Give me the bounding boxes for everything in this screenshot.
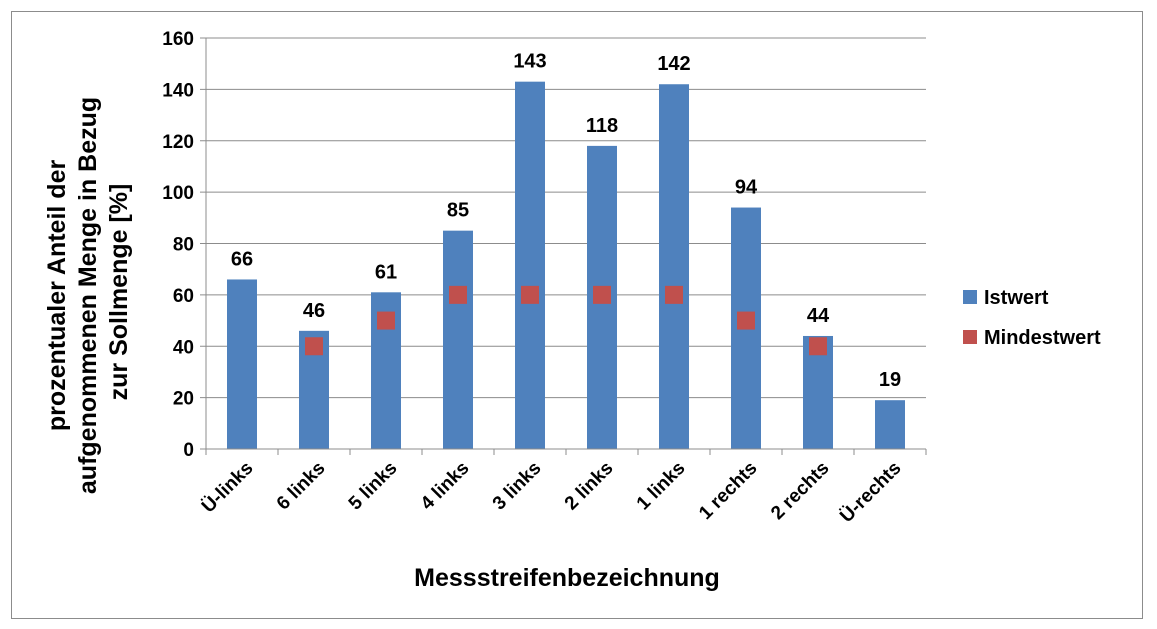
markers-mindestwert [305, 285, 827, 356]
x-tick-label: 1 links [633, 458, 690, 515]
x-tick-label: 5 links [345, 458, 402, 515]
y-axis-title-line-3: zur Sollmenge [%] [105, 184, 133, 401]
bar-istwert [227, 279, 257, 449]
marker-mindestwert [665, 285, 683, 304]
data-label: 118 [586, 115, 618, 137]
x-tick-label: 1 rechts [695, 458, 761, 524]
legend-label-mindestwert: Mindestwert [984, 327, 1101, 349]
bar-istwert [659, 84, 689, 450]
y-tick-label: 60 [173, 286, 194, 307]
marker-mindestwert [737, 311, 755, 330]
x-tick-label: Ü-rechts [836, 458, 905, 527]
marker-mindestwert [377, 311, 395, 330]
y-tick-label: 120 [162, 132, 194, 153]
y-tick-label: 20 [173, 389, 194, 410]
data-label: 61 [375, 261, 397, 283]
bars-istwert [227, 81, 905, 450]
data-labels: 66 46 61 85 143 118 142 94 44 19 [231, 51, 901, 392]
data-label: 85 [447, 200, 469, 222]
x-tick-label: 4 links [417, 458, 474, 515]
x-tick-label: 2 links [561, 458, 618, 515]
x-tick-label: 6 links [273, 458, 330, 515]
x-tick-label: 2 rechts [767, 458, 833, 524]
y-axis-title: prozentualer Anteil der aufgenommenen Me… [43, 90, 133, 494]
x-tick-label: 3 links [489, 458, 546, 515]
axes [205, 38, 926, 450]
x-tick-label: Ü-links [198, 458, 258, 518]
legend: Istwert Mindestwert [963, 287, 1101, 349]
data-label: 19 [879, 369, 901, 391]
data-label: 94 [735, 177, 758, 199]
marker-mindestwert [305, 337, 323, 356]
x-axis-ticks: Ü-links 6 links 5 links 4 links 3 links 2 lin… [198, 449, 927, 527]
y-tick-label: 0 [183, 440, 194, 461]
bar-istwert [515, 81, 545, 449]
legend-swatch-istwert [963, 290, 977, 304]
legend-swatch-mindestwert [963, 330, 977, 344]
data-label: 142 [657, 53, 690, 75]
y-tick-label: 140 [162, 80, 194, 101]
bar-istwert [443, 230, 473, 449]
y-tick-label: 40 [173, 337, 194, 358]
data-label: 46 [303, 300, 325, 322]
y-axis-title-line-1: prozentualer Anteil der [43, 160, 71, 432]
marker-mindestwert [593, 285, 611, 304]
data-label: 44 [807, 305, 830, 327]
legend-label-istwert: Istwert [984, 287, 1049, 309]
bar-istwert [875, 400, 905, 449]
y-tick-label: 80 [173, 235, 194, 256]
x-axis-title: Messstreifenbezeichnung [414, 564, 720, 592]
y-tick-label: 100 [162, 183, 194, 204]
y-tick-label: 160 [162, 29, 194, 50]
marker-mindestwert [809, 337, 827, 356]
chart-frame [11, 11, 1143, 619]
marker-mindestwert [449, 285, 467, 304]
y-axis-ticks: 0 20 40 60 80 100 120 140 160 [162, 29, 206, 461]
y-axis-title-line-2: aufgenommenen Menge in Bezug [74, 97, 102, 494]
data-label: 143 [513, 51, 546, 73]
data-label: 66 [231, 248, 253, 270]
marker-mindestwert [521, 285, 539, 304]
